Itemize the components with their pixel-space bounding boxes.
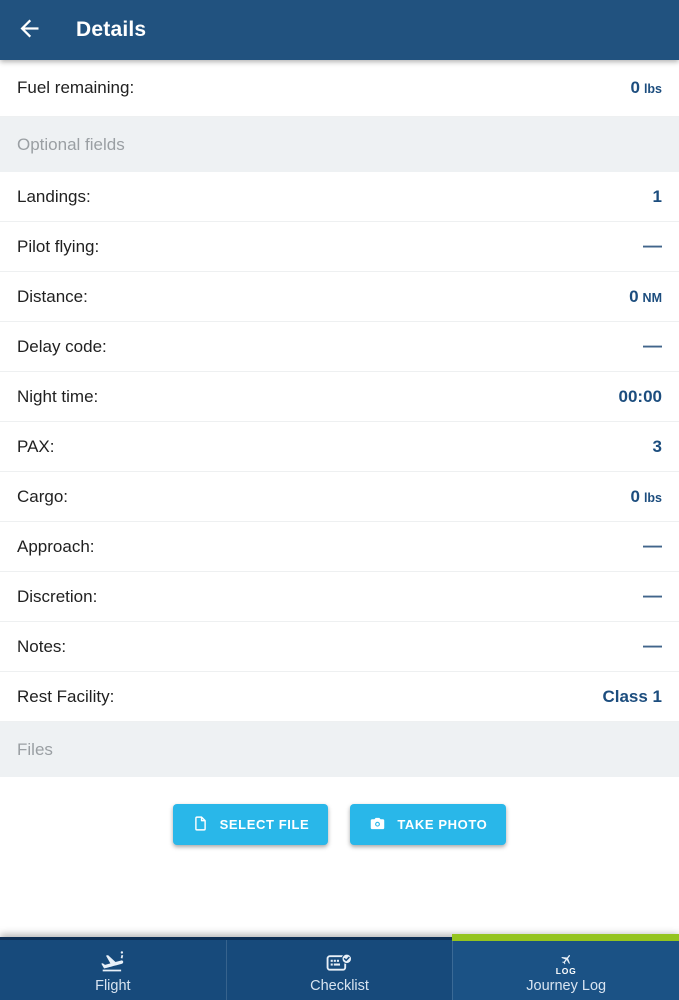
field-row-night-time[interactable]: Night time: 00:00 [0, 372, 679, 422]
section-title: Files [17, 739, 53, 759]
journey-log-icon: LOG [556, 949, 577, 975]
field-value: — [643, 335, 662, 357]
field-label: Night time: [17, 386, 99, 406]
field-row-approach[interactable]: Approach: — [0, 522, 679, 572]
section-header-optional-fields: Optional fields [0, 117, 679, 172]
field-row-delay-code[interactable]: Delay code: — [0, 322, 679, 372]
flight-landing-icon [100, 949, 126, 975]
field-row-discretion[interactable]: Discretion: — [0, 572, 679, 622]
field-row-notes[interactable]: Notes: — [0, 622, 679, 672]
field-value: 00:00 [618, 386, 662, 406]
field-value: 0 lbs [630, 78, 662, 97]
field-label: Notes: [17, 636, 67, 656]
tab-journey-log[interactable]: LOG Journey Log [452, 934, 679, 1000]
take-photo-label: TAKE PHOTO [397, 817, 488, 832]
arrow-left-icon [16, 15, 43, 45]
field-label: Landings: [17, 186, 91, 206]
field-label: Cargo: [17, 486, 69, 506]
field-unit: NM [642, 290, 662, 305]
field-value: Class 1 [602, 686, 662, 706]
section-header-files: Files [0, 722, 679, 777]
journey-log-icon-text: LOG [555, 965, 577, 976]
select-file-button[interactable]: SELECT FILE [172, 804, 329, 845]
file-icon [192, 815, 209, 835]
field-label: Rest Facility: [17, 686, 115, 706]
tab-label: Journey Log [526, 978, 607, 994]
field-row-cargo[interactable]: Cargo: 0 lbs [0, 472, 679, 522]
field-value: — [643, 585, 662, 607]
field-value: 1 [652, 186, 662, 206]
field-label: Pilot flying: [17, 236, 100, 256]
take-photo-button[interactable]: TAKE PHOTO [350, 804, 507, 845]
tab-label: Flight [95, 978, 131, 994]
files-area: SELECT FILE TAKE PHOTO [0, 777, 679, 937]
field-value: — [643, 235, 662, 257]
field-row-pax[interactable]: PAX: 3 [0, 422, 679, 472]
field-value: 3 [652, 436, 662, 456]
field-label: Approach: [17, 536, 95, 556]
field-row-landings[interactable]: Landings: 1 [0, 172, 679, 222]
field-label: Fuel remaining: [17, 78, 135, 97]
field-value: — [643, 635, 662, 657]
section-title: Optional fields [17, 134, 125, 154]
tab-flight[interactable]: Flight [0, 937, 226, 1000]
field-label: PAX: [17, 436, 55, 456]
checklist-icon [326, 949, 353, 975]
field-unit: lbs [643, 82, 662, 96]
field-row-rest-facility[interactable]: Rest Facility: Class 1 [0, 672, 679, 722]
field-label: Discretion: [17, 586, 98, 606]
field-row-fuel-remaining[interactable]: Fuel remaining: 0 lbs [0, 60, 679, 117]
camera-icon [369, 815, 386, 835]
page-title: Details [76, 18, 147, 41]
field-label: Delay code: [17, 336, 107, 356]
field-row-distance[interactable]: Distance: 0 NM [0, 272, 679, 322]
field-value: — [643, 535, 662, 557]
tab-checklist[interactable]: Checklist [225, 937, 453, 1000]
field-label: Distance: [17, 286, 88, 306]
field-row-pilot-flying[interactable]: Pilot flying: — [0, 222, 679, 272]
field-value: 0 lbs [630, 486, 662, 506]
back-button[interactable] [16, 10, 56, 50]
select-file-label: SELECT FILE [219, 817, 310, 832]
header: Details [0, 0, 679, 60]
field-unit: lbs [643, 490, 662, 505]
tab-label: Checklist [310, 978, 369, 994]
bottom-navigation: Flight Checklist [0, 934, 679, 1000]
field-value: 0 NM [629, 286, 662, 306]
